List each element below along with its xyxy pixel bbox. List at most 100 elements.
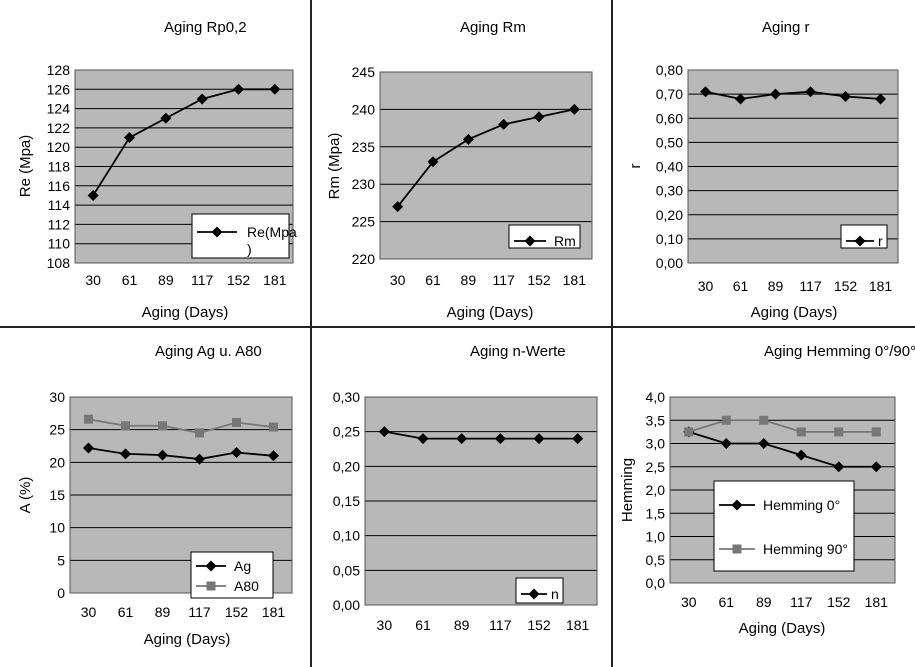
chart-2: 220 225 230 235 240 245 30 61 89 117 152 181 Aging R… [326, 19, 593, 321]
data-point-2 [684, 427, 694, 437]
legend-label: Hemming 90° [763, 541, 848, 557]
y-tick-label: 2,0 [646, 482, 666, 498]
data-point-1 [533, 433, 545, 445]
y-tick-label: 118 [48, 159, 71, 175]
x-axis-label: Aging (Days) [447, 304, 534, 321]
data-point-1 [83, 442, 94, 454]
legend-marker [211, 226, 223, 238]
legend-label: Re(Mpa [247, 224, 297, 240]
x-tick-label: 30 [698, 278, 714, 294]
y-tick-label: 20 [49, 454, 65, 470]
x-tick-label: 89 [155, 604, 171, 620]
y-tick-label: 3,5 [646, 412, 666, 428]
legend: r [840, 224, 888, 249]
chart-4: 0 5 10 15 20 25 30 30 61 89 117 152 181 Aging Ag u. A… [17, 343, 293, 648]
series-line-1 [396, 108, 575, 208]
data-point-2 [759, 415, 769, 425]
legend-box [840, 224, 888, 249]
x-tick-label: 117 [489, 617, 512, 633]
legend-marker [206, 581, 216, 591]
legend-marker [524, 235, 536, 247]
x-tick-label: 117 [493, 272, 516, 288]
data-point-1 [378, 426, 390, 438]
y-axis-label: Re (Mpa) [17, 135, 34, 198]
y-tick-label: 0,5 [646, 552, 666, 568]
series-line-1 [688, 431, 877, 468]
legend-marker [732, 544, 742, 554]
series-line-2 [688, 419, 877, 433]
y-axis-label: Rm (Mpa) [326, 133, 343, 200]
y-tick-label: 124 [47, 101, 71, 117]
x-tick-label: 117 [191, 272, 214, 288]
chart-title: Aging Hemming 0°/90° [764, 343, 915, 360]
data-point-2 [721, 415, 731, 425]
data-point-1 [87, 189, 99, 201]
y-tick-label: 126 [47, 81, 71, 97]
x-tick-label: 30 [681, 594, 697, 610]
y-tick-label: 110 [48, 236, 71, 252]
data-point-1 [494, 433, 506, 445]
data-point-1 [120, 448, 131, 460]
y-tick-label: 0,05 [333, 562, 360, 578]
y-tick-label: 0,30 [656, 183, 683, 199]
plot-border [669, 396, 896, 584]
series-line-1 [384, 430, 578, 440]
chart-1: 108 110 112 114 116 118 120 122 124 126 128 30 61 89 1… [17, 19, 297, 321]
x-tick-label: 89 [768, 278, 784, 294]
y-tick-label: 0,00 [333, 597, 360, 613]
x-tick-label: 89 [461, 272, 477, 288]
y-tick-label: 245 [352, 64, 376, 80]
y-tick-label: 0,15 [333, 493, 360, 509]
y-tick-label: 116 [48, 178, 71, 194]
chart-title: Aging Rm [460, 19, 526, 36]
data-point-1 [124, 132, 135, 144]
y-tick-label: 0,40 [656, 159, 683, 175]
x-tick-label: 181 [262, 604, 286, 620]
data-point-1 [833, 461, 845, 473]
data-point-1 [572, 433, 584, 445]
x-tick-label: 30 [85, 272, 101, 288]
y-tick-label: 0,30 [333, 389, 360, 405]
series-line-1 [92, 88, 275, 196]
x-tick-label: 61 [718, 594, 734, 610]
y-axis-label: Hemming [619, 458, 636, 522]
data-point-1 [840, 91, 851, 103]
data-point-1 [875, 93, 886, 105]
y-tick-label: 122 [47, 120, 71, 136]
data-point-1 [194, 453, 205, 465]
y-tick-label: 2,5 [646, 459, 666, 475]
data-point-1 [758, 438, 770, 449]
y-tick-label: 128 [47, 62, 71, 78]
y-tick-label: 0,50 [656, 134, 683, 150]
y-tick-label: 0,0 [646, 575, 666, 591]
x-tick-label: 61 [733, 278, 749, 294]
x-tick-label: 89 [454, 617, 470, 633]
y-tick-label: 25 [49, 422, 65, 438]
data-point-1 [870, 461, 882, 473]
x-axis-label: Aging (Days) [751, 304, 838, 321]
legend-marker [731, 499, 743, 511]
charts: 108 110 112 114 116 118 120 122 124 126 128 30 61 89 1… [17, 19, 915, 648]
x-tick-label: 181 [869, 278, 893, 294]
data-point-1 [269, 83, 281, 95]
y-tick-label: 3,0 [646, 436, 666, 452]
legend-label: r [878, 233, 883, 249]
x-axis-label: Aging (Days) [142, 304, 229, 321]
x-tick-label: 181 [263, 272, 287, 288]
data-point-1 [735, 93, 746, 105]
x-tick-label: 61 [118, 604, 134, 620]
x-tick-label: 152 [527, 617, 551, 633]
x-tick-label: 61 [122, 272, 138, 288]
x-tick-label: 181 [865, 594, 889, 610]
data-point-1 [456, 433, 468, 445]
x-axis-label: Aging (Days) [144, 631, 231, 648]
data-point-2 [195, 428, 204, 438]
y-tick-label: 0,60 [656, 110, 683, 126]
chart-title: Aging r [762, 19, 810, 36]
legend-box [191, 213, 290, 259]
data-point-2 [834, 427, 844, 437]
y-tick-label: 0,25 [333, 424, 360, 440]
legend: Hemming 0° Hemming 90° [713, 480, 855, 572]
